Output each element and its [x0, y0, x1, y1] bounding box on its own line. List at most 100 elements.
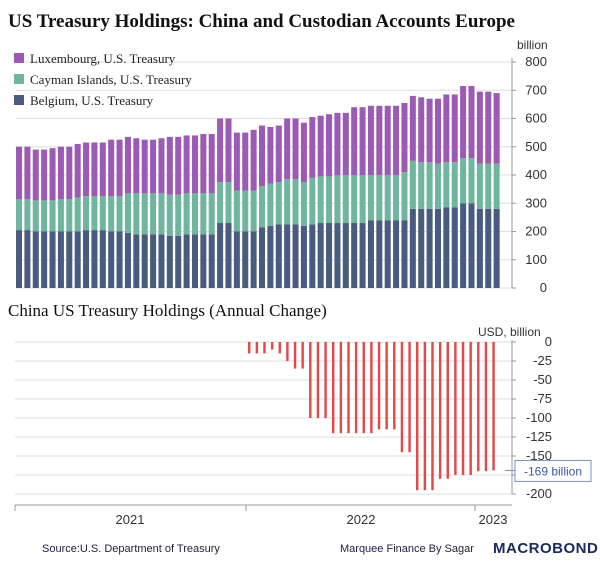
- bar-belgium: [309, 224, 316, 288]
- bar-belgium: [359, 223, 366, 288]
- top-y-tick-label: 600: [525, 111, 547, 126]
- bar-cayman: [351, 175, 358, 224]
- bar-cayman: [393, 175, 400, 221]
- bar-belgium: [116, 231, 123, 288]
- bar-luxembourg: [317, 115, 324, 177]
- bar-cayman: [191, 193, 198, 235]
- bar-china-annual-change: [301, 342, 304, 369]
- bar-belgium: [158, 234, 165, 288]
- bar-luxembourg: [57, 146, 64, 200]
- bar-luxembourg: [426, 98, 433, 163]
- bar-luxembourg: [393, 105, 400, 175]
- bar-luxembourg: [434, 98, 441, 164]
- bar-luxembourg: [401, 102, 408, 173]
- bar-belgium: [233, 231, 240, 288]
- bar-cayman: [426, 162, 433, 209]
- bar-luxembourg: [200, 134, 207, 194]
- bottom-y-tick-label: -200: [526, 486, 552, 501]
- bar-luxembourg: [351, 107, 358, 175]
- bar-luxembourg: [108, 139, 115, 197]
- bar-belgium: [284, 224, 291, 288]
- bar-cayman: [401, 172, 408, 221]
- bar-cayman: [24, 199, 31, 231]
- bar-luxembourg: [83, 142, 90, 197]
- bar-belgium: [150, 234, 157, 288]
- bar-luxembourg: [443, 94, 450, 163]
- bar-belgium: [367, 220, 374, 288]
- bottom-gridlines: [15, 341, 512, 495]
- bar-cayman: [342, 175, 349, 224]
- bar-belgium: [418, 208, 425, 288]
- bar-luxembourg: [275, 125, 282, 183]
- top-y-tick-label: 700: [525, 82, 547, 97]
- x-label-2022: 2022: [347, 512, 376, 527]
- bar-cayman: [233, 190, 240, 232]
- bar-belgium: [393, 220, 400, 288]
- bar-cayman: [434, 163, 441, 209]
- bar-cayman: [468, 158, 475, 204]
- bottom-y-tick-label: -50: [533, 372, 552, 387]
- bar-belgium: [24, 230, 31, 288]
- bar-belgium: [250, 231, 257, 288]
- top-chart-title: US Treasury Holdings: China and Custodia…: [8, 11, 515, 32]
- bar-cayman: [99, 196, 106, 231]
- bar-china-annual-change: [339, 342, 343, 434]
- bar-luxembourg: [116, 139, 123, 197]
- bar-cayman: [57, 199, 64, 232]
- bar-china-annual-change: [332, 342, 335, 434]
- bar-china-annual-change: [461, 342, 465, 475]
- bar-cayman: [74, 197, 81, 232]
- bar-luxembourg: [334, 112, 341, 175]
- bar-cayman: [217, 182, 224, 224]
- bar-cayman: [16, 199, 23, 231]
- bar-luxembourg: [485, 91, 492, 164]
- bar-luxembourg: [367, 105, 374, 175]
- x-label-2023: 2023: [479, 512, 508, 527]
- bottom-unit-label: USD, billion: [478, 325, 541, 339]
- bar-luxembourg: [326, 114, 333, 177]
- source-note: Source:U.S. Department of Treasury: [42, 543, 220, 555]
- bar-belgium: [225, 223, 232, 288]
- bar-cayman: [451, 162, 458, 208]
- bar-belgium: [200, 234, 207, 288]
- bar-cayman: [267, 183, 274, 226]
- bar-cayman: [200, 193, 207, 235]
- bar-luxembourg: [32, 149, 39, 201]
- bar-china-annual-change: [248, 342, 251, 354]
- bar-belgium: [133, 234, 140, 288]
- top-y-tick-label: 100: [525, 252, 547, 267]
- x-axis: 2021 2022 2023: [14, 504, 512, 527]
- bar-china-annual-change: [408, 342, 411, 453]
- bar-luxembourg: [158, 138, 165, 194]
- bar-belgium: [334, 223, 341, 288]
- bar-china-annual-change: [370, 342, 373, 434]
- bar-belgium: [83, 230, 90, 288]
- top-y-axis: 0 100 200 300 400 500 600 700 800: [511, 54, 547, 295]
- legend-swatch-belgium: [14, 95, 24, 105]
- bottom-y-tick-label: -125: [526, 429, 552, 444]
- bar-cayman: [124, 193, 131, 233]
- bar-china-annual-change: [362, 342, 365, 434]
- bar-cayman: [476, 163, 483, 209]
- bar-belgium: [351, 223, 358, 288]
- bar-china-annual-change: [286, 342, 289, 361]
- bar-cayman: [359, 175, 366, 224]
- bar-china-annual-change: [431, 342, 434, 491]
- bar-luxembourg: [99, 142, 106, 197]
- bar-luxembourg: [451, 94, 458, 163]
- bar-cayman: [317, 176, 324, 224]
- bar-luxembourg: [133, 138, 140, 194]
- bar-luxembourg: [49, 148, 56, 201]
- bar-luxembourg: [460, 86, 467, 159]
- bottom-y-tick-label: -100: [526, 410, 552, 425]
- bar-luxembourg: [191, 135, 198, 194]
- credit-note: Marquee Finance By Sagar: [340, 543, 474, 555]
- top-bars: [16, 86, 500, 288]
- bar-belgium: [49, 231, 56, 288]
- top-y-tick-label: 0: [540, 280, 547, 295]
- bar-china-annual-change: [316, 342, 320, 418]
- bar-cayman: [242, 190, 249, 232]
- bar-luxembourg: [300, 122, 307, 183]
- bar-cayman: [66, 199, 73, 232]
- bar-belgium: [292, 224, 299, 288]
